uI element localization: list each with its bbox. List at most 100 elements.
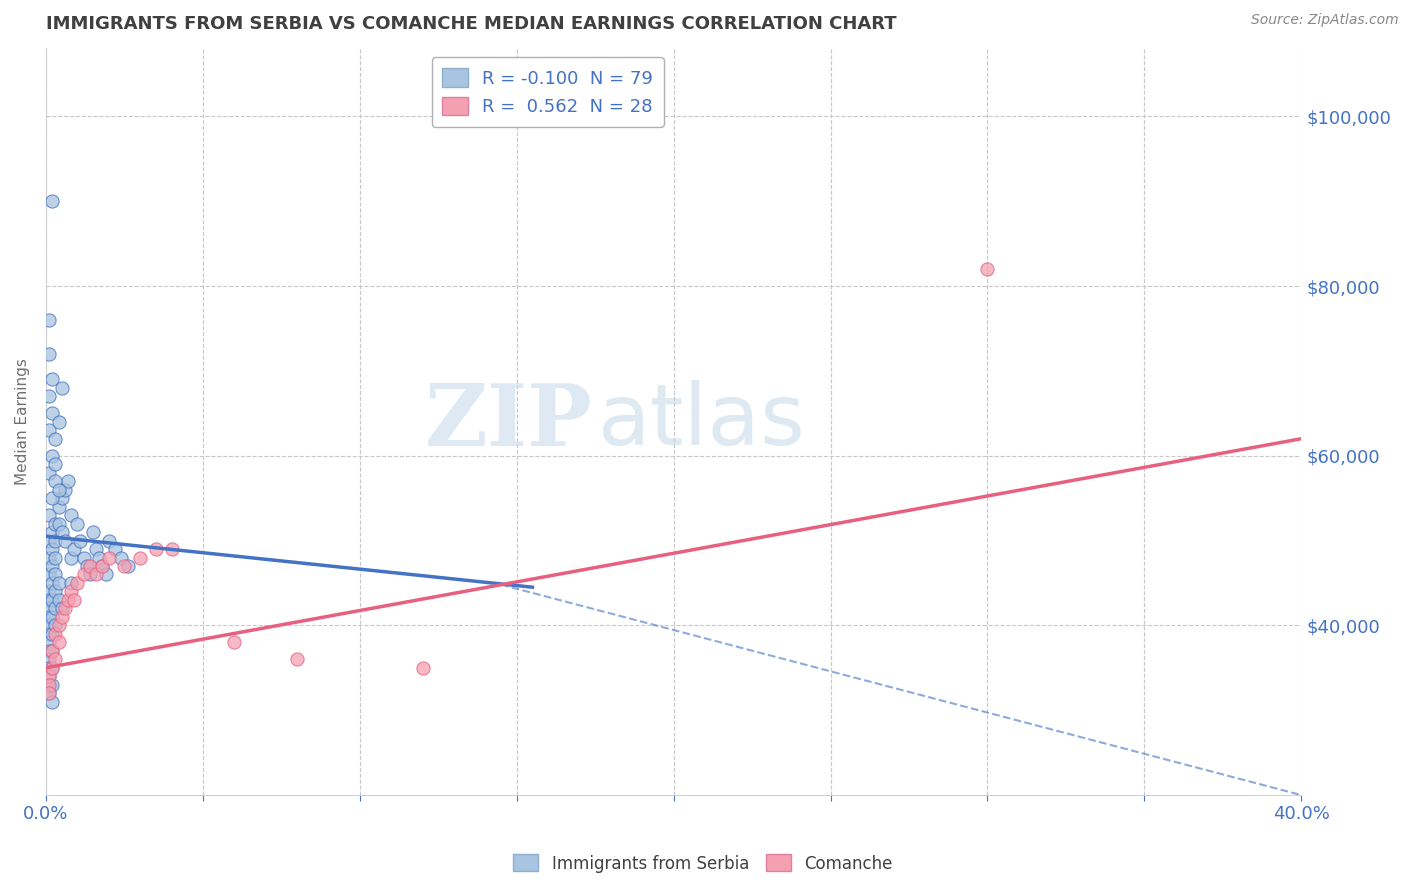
Point: [412, 661, 434, 675]
Point: [38, 567, 60, 582]
Point: [48, 593, 70, 607]
Point: [91, 559, 114, 574]
Point: [66, 576, 89, 591]
Point: [145, 541, 167, 556]
Point: [97, 550, 120, 565]
Point: [53, 601, 76, 615]
Point: [41, 406, 63, 420]
Point: [38, 678, 60, 692]
Point: [41, 449, 63, 463]
Point: [60, 508, 83, 522]
Legend: R = -0.100  N = 79, R =  0.562  N = 28: R = -0.100 N = 79, R = 0.562 N = 28: [432, 57, 664, 127]
Point: [63, 541, 86, 556]
Point: [38, 550, 60, 565]
Point: [51, 610, 73, 624]
Point: [79, 567, 101, 582]
Point: [112, 559, 135, 574]
Point: [60, 584, 83, 599]
Point: [44, 652, 66, 666]
Point: [44, 432, 66, 446]
Point: [97, 533, 120, 548]
Text: atlas: atlas: [599, 380, 806, 463]
Point: [44, 474, 66, 488]
Point: [38, 635, 60, 649]
Y-axis label: Median Earnings: Median Earnings: [15, 359, 30, 485]
Point: [38, 686, 60, 700]
Point: [56, 593, 79, 607]
Point: [160, 541, 183, 556]
Point: [44, 618, 66, 632]
Point: [38, 601, 60, 615]
Point: [63, 593, 86, 607]
Point: [51, 491, 73, 505]
Point: [38, 584, 60, 599]
Point: [51, 381, 73, 395]
Point: [224, 635, 246, 649]
Point: [53, 483, 76, 497]
Point: [38, 533, 60, 548]
Point: [48, 635, 70, 649]
Point: [84, 541, 107, 556]
Point: [44, 516, 66, 531]
Point: [38, 313, 60, 327]
Point: [44, 601, 66, 615]
Point: [41, 576, 63, 591]
Point: [38, 669, 60, 683]
Point: [41, 678, 63, 692]
Point: [41, 559, 63, 574]
Point: [104, 541, 127, 556]
Point: [41, 661, 63, 675]
Point: [94, 567, 117, 582]
Point: [51, 524, 73, 539]
Point: [66, 516, 89, 531]
Text: IMMIGRANTS FROM SERBIA VS COMANCHE MEDIAN EARNINGS CORRELATION CHART: IMMIGRANTS FROM SERBIA VS COMANCHE MEDIA…: [46, 15, 897, 33]
Point: [110, 550, 132, 565]
Point: [48, 576, 70, 591]
Point: [53, 533, 76, 548]
Point: [48, 483, 70, 497]
Point: [72, 550, 94, 565]
Point: [76, 559, 98, 574]
Point: [48, 500, 70, 514]
Point: [38, 652, 60, 666]
Point: [117, 559, 139, 574]
Point: [38, 423, 60, 437]
Point: [44, 457, 66, 471]
Point: [38, 347, 60, 361]
Point: [976, 262, 998, 277]
Text: Source: ZipAtlas.com: Source: ZipAtlas.com: [1251, 13, 1399, 28]
Point: [41, 610, 63, 624]
Point: [41, 644, 63, 658]
Point: [41, 524, 63, 539]
Point: [285, 652, 308, 666]
Point: [129, 550, 152, 565]
Point: [48, 415, 70, 429]
Point: [44, 533, 66, 548]
Point: [51, 601, 73, 615]
Point: [44, 584, 66, 599]
Point: [38, 389, 60, 403]
Legend: Immigrants from Serbia, Comanche: Immigrants from Serbia, Comanche: [506, 847, 900, 880]
Point: [79, 559, 101, 574]
Point: [41, 194, 63, 209]
Text: ZIP: ZIP: [425, 380, 592, 464]
Point: [41, 644, 63, 658]
Point: [38, 627, 60, 641]
Point: [38, 593, 60, 607]
Point: [38, 669, 60, 683]
Point: [48, 618, 70, 632]
Point: [69, 533, 91, 548]
Point: [38, 508, 60, 522]
Point: [38, 466, 60, 480]
Point: [60, 576, 83, 591]
Point: [38, 644, 60, 658]
Point: [44, 567, 66, 582]
Point: [38, 661, 60, 675]
Point: [41, 627, 63, 641]
Point: [44, 550, 66, 565]
Point: [38, 686, 60, 700]
Point: [82, 524, 104, 539]
Point: [38, 678, 60, 692]
Point: [38, 610, 60, 624]
Point: [48, 516, 70, 531]
